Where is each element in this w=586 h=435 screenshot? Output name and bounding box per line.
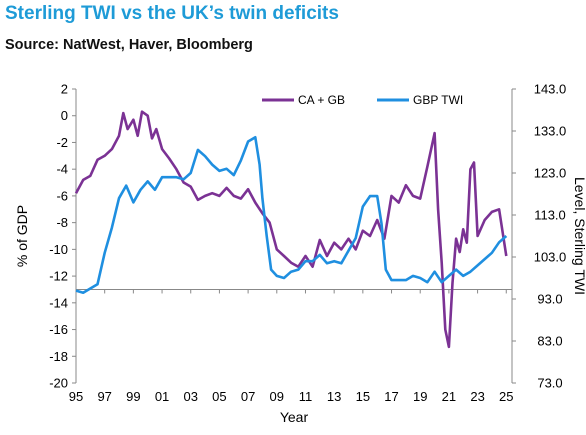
legend-ca-gb-label: CA + GB bbox=[298, 93, 345, 107]
y-right-tick-label: 83.0 bbox=[537, 334, 562, 349]
y-left-tick-label: -6 bbox=[56, 188, 68, 203]
y-left-tick-label: -12 bbox=[49, 269, 68, 284]
y-right-tick-label: 103.0 bbox=[534, 250, 567, 265]
x-axis-ticks: 95 97 99 01 03 05 07 09 11 13 15 17 19 21 23 25 bbox=[69, 289, 513, 404]
y-left-tick-label: -16 bbox=[49, 322, 68, 337]
y-left-tick-label: 0 bbox=[61, 108, 68, 123]
x-tick-label: 23 bbox=[470, 389, 484, 404]
series-lines bbox=[74, 110, 508, 349]
chart-source: Source: NatWest, Haver, Bloomberg bbox=[5, 37, 253, 53]
chart-title: Sterling TWI vs the UK’s twin deficits bbox=[5, 3, 339, 24]
y-right-tick-label: 133.0 bbox=[534, 124, 567, 139]
left-axis-ticks: 2 0 -2 -4 -6 -8 -10 -12 -14 -16 -18 -20 bbox=[49, 82, 76, 391]
y-axis-left-label: % of GDP bbox=[14, 205, 30, 267]
x-tick-label: 15 bbox=[356, 389, 370, 404]
y-right-tick-label: 73.0 bbox=[537, 376, 562, 391]
x-tick-label: 95 bbox=[69, 389, 83, 404]
right-axis-ticks: 143.0 133.0 123.0 113.0 103.0 93.0 83.0 73.0 bbox=[512, 82, 566, 391]
y-right-tick-label: 93.0 bbox=[537, 292, 562, 307]
series-ca-gb-line bbox=[74, 110, 508, 349]
y-right-tick-label: 113.0 bbox=[534, 208, 566, 223]
legend-gbp-twi-label: GBP TWI bbox=[413, 93, 463, 107]
chart-axes bbox=[75, 89, 513, 383]
y-left-tick-label: 2 bbox=[61, 82, 68, 97]
y-left-tick-label: -10 bbox=[49, 242, 68, 257]
x-tick-label: 07 bbox=[241, 389, 255, 404]
y-left-tick-label: -18 bbox=[49, 349, 68, 364]
x-tick-label: 01 bbox=[155, 389, 169, 404]
y-left-tick-label: -2 bbox=[56, 135, 68, 150]
y-right-tick-label: 123.0 bbox=[534, 166, 567, 181]
y-left-tick-label: -20 bbox=[49, 376, 68, 391]
y-left-tick-label: -4 bbox=[56, 162, 68, 177]
y-axis-right-label: Level, Sterling TWI bbox=[572, 177, 586, 295]
x-tick-label: 09 bbox=[270, 389, 284, 404]
x-tick-label: 97 bbox=[97, 389, 111, 404]
y-right-tick-label: 143.0 bbox=[534, 82, 567, 97]
x-tick-label: 17 bbox=[384, 389, 398, 404]
x-tick-label: 13 bbox=[327, 389, 341, 404]
x-tick-label: 19 bbox=[413, 389, 427, 404]
x-tick-label: 03 bbox=[184, 389, 198, 404]
x-tick-label: 25 bbox=[499, 389, 513, 404]
x-tick-label: 21 bbox=[442, 389, 456, 404]
series-gbp-twi-line bbox=[75, 136, 508, 295]
y-left-tick-label: -8 bbox=[56, 215, 68, 230]
y-left-tick-label: -14 bbox=[49, 295, 68, 310]
x-tick-label: 05 bbox=[212, 389, 226, 404]
legend: CA + GB GBP TWI bbox=[262, 93, 463, 107]
x-tick-label: 99 bbox=[126, 389, 140, 404]
x-tick-label: 11 bbox=[299, 389, 313, 404]
x-axis-label: Year bbox=[280, 409, 309, 425]
